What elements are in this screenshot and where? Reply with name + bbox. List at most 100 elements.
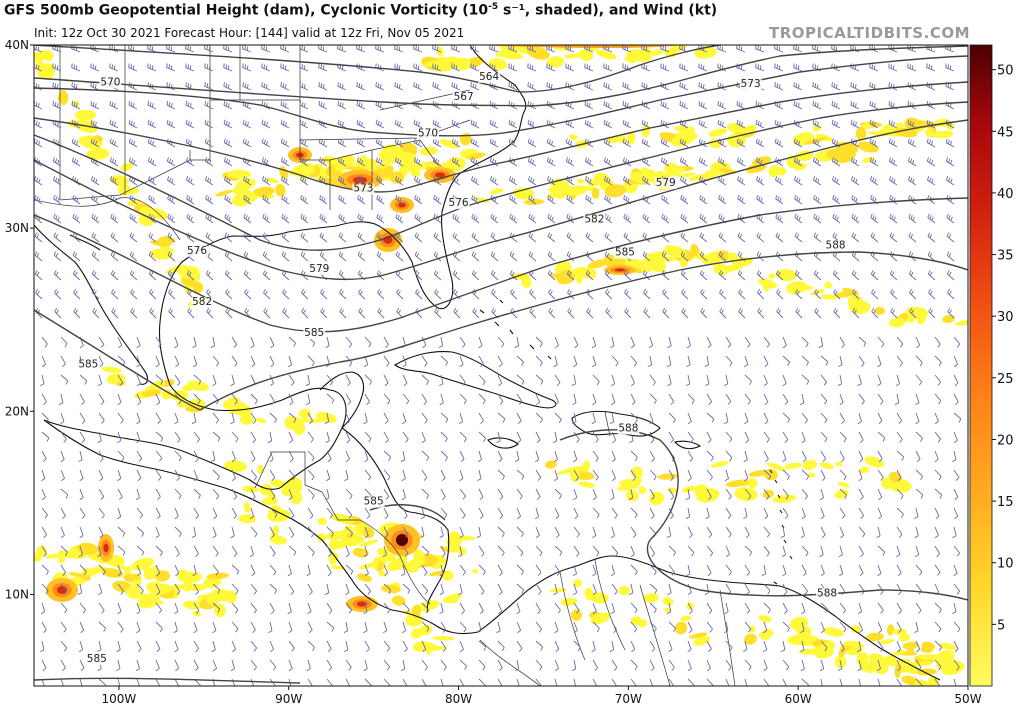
wind-barb	[679, 63, 689, 72]
wind-barb	[869, 157, 879, 167]
vorticity-patch	[610, 255, 625, 268]
wind-barb	[736, 45, 746, 53]
wind-barb	[109, 63, 119, 72]
colorbar-label: 20	[997, 433, 1014, 448]
colorbar-label: 50	[997, 64, 1014, 79]
wind-barb	[907, 119, 917, 129]
vorticity-patch	[292, 163, 316, 177]
wind-barb	[793, 82, 803, 91]
wind-barb	[603, 157, 613, 167]
vorticity-patch	[688, 174, 708, 181]
vorticity-patch	[674, 125, 696, 133]
wind-barb	[318, 138, 328, 148]
wind-barb	[71, 157, 81, 167]
wind-barb	[299, 138, 309, 148]
vorticity-patch	[161, 379, 175, 387]
wind-barb	[261, 63, 271, 72]
vorticity-patch	[638, 486, 647, 494]
contour-label: 579	[656, 177, 676, 189]
vorticity-patch	[120, 162, 134, 171]
vorticity-patch	[499, 50, 524, 59]
colorbar-label: 30	[997, 310, 1014, 325]
vorticity-patch	[414, 555, 426, 567]
vorticity-patch	[441, 56, 458, 63]
wind-barb	[451, 157, 461, 167]
colorbar-label: 40	[997, 187, 1014, 202]
vorticity-patch	[131, 557, 155, 571]
vorticity-patch	[46, 64, 55, 79]
vorticity-patch	[275, 183, 286, 197]
contour-label: 573	[353, 183, 373, 195]
wind-barb	[166, 157, 176, 167]
vorticity-patch	[865, 659, 880, 667]
vorticity-patch	[888, 317, 906, 328]
wind-barb	[641, 138, 651, 148]
colorbar: 50 45 40 35 30 25 20 15 10 5	[969, 44, 1014, 687]
lon-label: 70W	[615, 692, 642, 706]
wind-barb	[528, 176, 537, 186]
contour-label: 576	[187, 245, 207, 257]
wind-barb	[679, 82, 689, 91]
vorticity-patch	[918, 654, 941, 660]
vorticity-patch	[568, 134, 578, 140]
wind-barb	[375, 157, 385, 167]
wind-barb	[337, 82, 347, 91]
vorticity-patch	[453, 57, 472, 71]
vorticity-patch	[954, 320, 968, 326]
vorticity-patch	[328, 552, 339, 565]
vorticity-patch	[181, 266, 200, 279]
vorticity-patch	[645, 265, 666, 273]
vorticity-patch	[567, 185, 587, 196]
wind-barb	[71, 100, 81, 110]
lat-label: 10N	[5, 587, 29, 601]
colorbar-label: 45	[997, 125, 1014, 140]
vorticity-patch	[672, 30, 686, 45]
wind-barb	[945, 157, 955, 167]
vorticity-patch	[378, 570, 386, 577]
wind-barb	[299, 157, 309, 167]
vorticity-patch	[851, 625, 862, 634]
contour-label: 576	[449, 197, 469, 209]
vorticity-patch	[389, 156, 397, 164]
vorticity-patch	[116, 381, 126, 387]
vorticity-patch	[630, 616, 642, 626]
wind-barb	[34, 138, 43, 148]
vorticity-patch	[802, 459, 817, 470]
wind-barb	[812, 138, 822, 148]
vorticity-patch	[727, 133, 745, 148]
wind-barb	[318, 157, 328, 167]
wind-barb	[489, 119, 499, 129]
wind-barb	[110, 176, 119, 186]
vorticity-patch	[662, 597, 674, 606]
wind-barb	[869, 138, 879, 148]
vorticity-patch	[629, 45, 654, 46]
wind-barb	[432, 119, 442, 129]
colorbar-gradient	[969, 44, 993, 687]
wind-barb	[128, 138, 138, 148]
wind-barb	[34, 45, 43, 53]
wind-barb	[204, 63, 214, 72]
wind-barb	[451, 63, 461, 72]
vorticity-patch	[183, 600, 204, 610]
wind-barb	[680, 176, 689, 186]
wind-barb	[318, 100, 328, 110]
wind-barb	[679, 100, 689, 110]
wind-barb	[148, 176, 157, 186]
vorticity-patch	[846, 647, 863, 656]
vorticity-patch	[862, 122, 873, 130]
wind-barb	[413, 138, 423, 148]
wind-barb	[261, 119, 271, 129]
vorticity-patch	[942, 650, 949, 662]
wind-barb	[527, 138, 537, 148]
vorticity-patch	[45, 553, 63, 559]
wind-barb	[53, 176, 62, 186]
wind-barb	[584, 157, 594, 167]
vorticity-patch	[473, 197, 490, 203]
vorticity-patch	[78, 136, 100, 149]
vorticity-core	[103, 543, 109, 553]
wind-barb	[413, 119, 423, 129]
wind-barb	[223, 100, 233, 110]
vorticity-patch	[192, 281, 204, 294]
wind-barb	[337, 119, 347, 129]
